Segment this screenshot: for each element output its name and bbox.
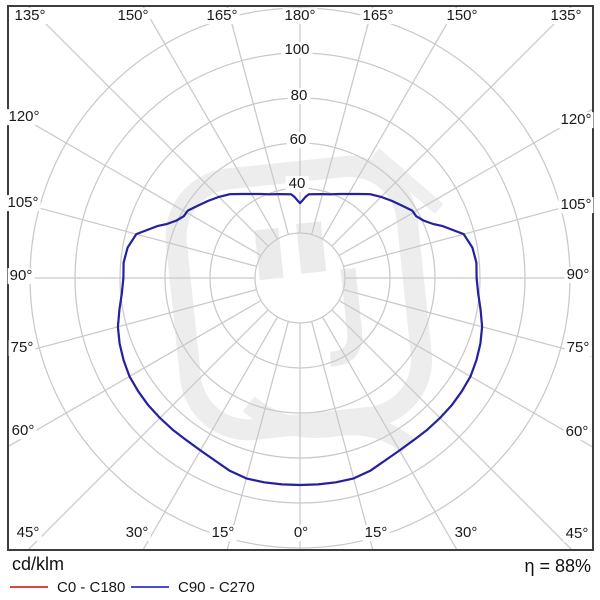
grid-spoke [321, 316, 458, 549]
grid-spoke [331, 309, 572, 549]
radial-tick-label: 60 [286, 132, 310, 148]
legend-line-swatch [10, 586, 48, 588]
angle-label: 165° [204, 7, 240, 25]
angle-label: 60° [9, 422, 37, 440]
angle-label: 45° [14, 524, 42, 542]
angle-label: 30° [452, 524, 480, 542]
grid-spoke [321, 7, 458, 240]
angle-label: 75° [8, 339, 36, 357]
angle-label: 150° [444, 7, 480, 25]
angle-label: 135° [12, 7, 48, 25]
angle-label: 180° [282, 7, 318, 25]
grid-spoke [343, 199, 592, 267]
legend-item: C0 - C180 [10, 580, 131, 595]
efficiency-label: η = 88% [524, 556, 591, 576]
angle-label: 90° [564, 266, 592, 284]
angle-label: 165° [360, 7, 396, 25]
angle-label: 90° [7, 267, 35, 285]
angle-label: 30° [123, 524, 151, 542]
legend-label: C0 - C180 [57, 578, 126, 596]
grid-spoke [9, 109, 262, 257]
grid-spoke [142, 316, 279, 549]
angle-label: 0° [291, 524, 311, 542]
grid-spoke [9, 299, 262, 447]
angle-label: 150° [115, 7, 151, 25]
grid-spoke [226, 321, 289, 549]
grid-spoke [9, 289, 257, 357]
radial-tick-label: 40 [285, 176, 309, 192]
curve-c90-c270 [116, 192, 484, 487]
grid-spoke [338, 108, 592, 257]
radial-tick-label: 80 [287, 88, 311, 104]
angle-label: 60° [563, 423, 591, 441]
legend-label: C90 - C270 [178, 578, 255, 596]
unit-label: cd/klm [12, 554, 65, 574]
grid-spoke [9, 199, 257, 267]
angle-label: 15° [209, 524, 237, 542]
watermark-logo [165, 148, 444, 454]
angle-label: 105° [5, 194, 41, 212]
grid-spoke [142, 7, 279, 240]
grid-spoke [338, 299, 592, 448]
angle-label: 135° [548, 7, 584, 25]
angle-label: 105° [558, 196, 594, 214]
legend-line-swatch [131, 586, 169, 588]
grid-spoke [343, 289, 592, 357]
legend-item: C90 - C270 [131, 580, 255, 595]
grid-spoke [311, 7, 374, 235]
angle-label: 120° [6, 108, 42, 126]
grid-spoke [311, 321, 374, 549]
grid-spoke [226, 7, 289, 235]
legend: C0 - C180 C90 - C270 [10, 579, 255, 595]
angle-label: 75° [564, 339, 592, 357]
angle-label: 45° [563, 525, 591, 543]
angle-label: 120° [558, 111, 594, 129]
radial-tick-label: 100 [281, 42, 313, 58]
angle-label: 15° [362, 524, 390, 542]
